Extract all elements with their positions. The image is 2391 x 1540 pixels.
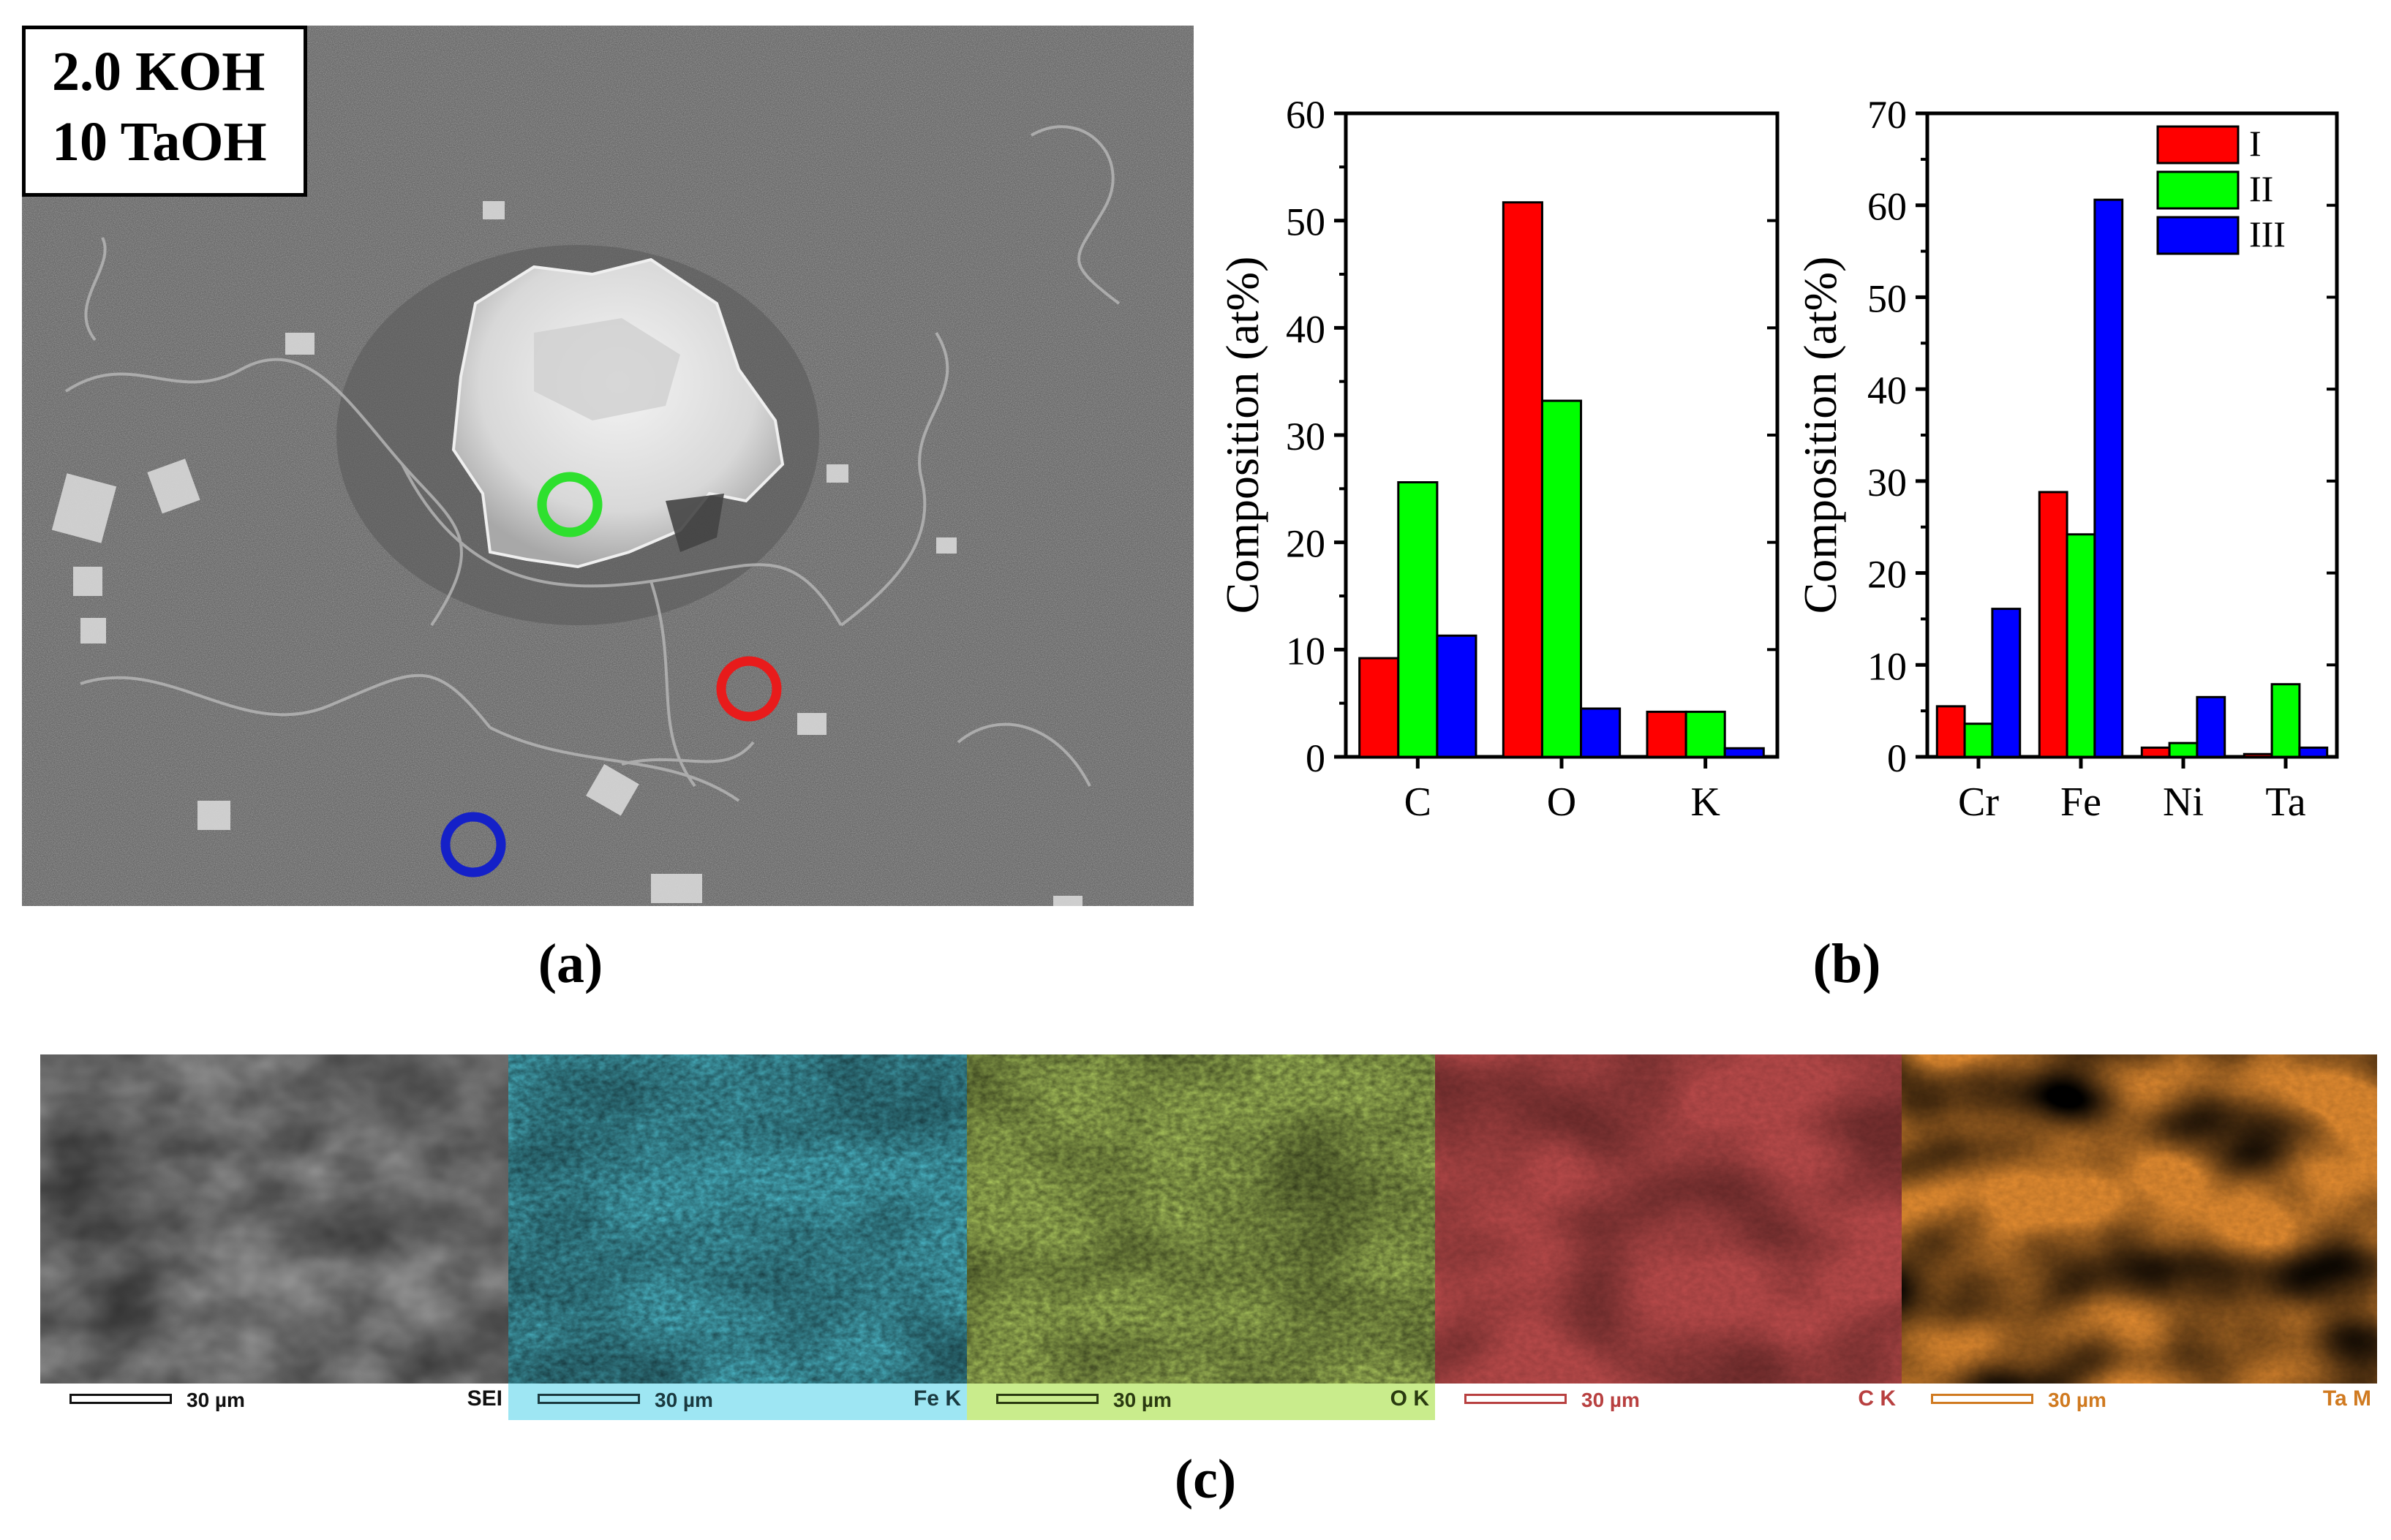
x-tick-label-Cr: Cr [1958, 780, 1999, 825]
bar-Ni-III [2196, 695, 2226, 758]
bar-O-III [1580, 707, 1622, 758]
composition-charts: 0 10 20 30 40 50 60 Composition (at%) C O K 0 10 20 30… [1216, 93, 2339, 825]
map-element-label: O K [1390, 1386, 1429, 1411]
eds-map-image [40, 1054, 508, 1384]
bar-K-II [1684, 710, 1726, 758]
y-tick-label-0-0: 0 [1306, 736, 1325, 780]
scale-bar-label: 30 µm [1581, 1389, 1640, 1411]
bar-Ta-I [2243, 752, 2273, 758]
bar-C-III [1436, 634, 1477, 758]
sample-label-box: 2.0 KOH 10 TaOH [22, 26, 307, 197]
map-caption-strip: 30 µm O K [967, 1384, 1435, 1420]
y-axis-label-1: Composition (at%) [1794, 257, 1846, 614]
y-axis-label-0: Composition (at%) [1216, 257, 1268, 614]
bar-K-I [1646, 710, 1687, 758]
caption-b: (b) [1812, 933, 1881, 994]
x-tick-label-K: K [1690, 780, 1720, 825]
scale-bar [538, 1394, 640, 1404]
y-tick-label-1-3: 30 [1867, 461, 1907, 505]
bar-Fe-III [2093, 198, 2124, 758]
y-tick-label-1-6: 60 [1867, 185, 1907, 229]
bar-Ta-III [2298, 746, 2329, 758]
y-tick-label-0-2: 20 [1286, 522, 1325, 566]
y-tick-label-0-3: 30 [1286, 415, 1325, 458]
caption-a: (a) [538, 933, 603, 994]
plot-frame-1 [1925, 111, 2339, 759]
map-caption-strip: 30 µm C K [1435, 1384, 1902, 1420]
eds-map-c-k: 30 µm C K [1435, 1054, 1902, 1420]
legend-swatch-I [2156, 125, 2240, 165]
map-caption-strip: 30 µm SEI [40, 1384, 508, 1420]
bar-Ta-II [2270, 683, 2301, 758]
y-tick-label-1-0: 0 [1887, 736, 1907, 780]
marker-blue-circle [440, 812, 506, 877]
legend-swatch-III [2156, 216, 2240, 255]
bar-Ni-II [2168, 741, 2199, 758]
bar-Fe-I [2038, 491, 2068, 758]
y-tick-label-0-5: 50 [1286, 200, 1325, 244]
scale-bar [996, 1394, 1099, 1404]
marker-green-circle [537, 472, 603, 537]
y-tick-label-1-5: 50 [1867, 276, 1907, 320]
bar-Cr-III [1991, 608, 2022, 758]
y-tick-label-0-4: 40 [1286, 307, 1325, 351]
bar-Cr-II [1963, 722, 1994, 758]
marker-red-circle [716, 656, 782, 722]
legend-label-II: II [2249, 168, 2273, 209]
legend-label-I: I [2249, 123, 2262, 164]
x-tick-label-Fe: Fe [2060, 780, 2101, 825]
bar-Fe-II [2066, 533, 2096, 758]
scale-bar-label: 30 µm [655, 1389, 713, 1411]
bar-C-I [1358, 657, 1400, 758]
y-tick-label-0-6: 60 [1286, 93, 1325, 137]
map-element-label: SEI [467, 1386, 502, 1411]
y-tick-label-1-1: 10 [1867, 644, 1907, 688]
y-tick-label-1-4: 40 [1867, 369, 1907, 412]
bar-O-I [1502, 201, 1543, 758]
y-tick-label-1-7: 70 [1867, 93, 1907, 137]
map-element-label: Fe K [913, 1386, 961, 1411]
eds-map-sei: 30 µm SEI [40, 1054, 508, 1420]
marker-overlay [440, 472, 782, 877]
bar-K-III [1723, 747, 1765, 758]
y-tick-label-0-1: 10 [1286, 629, 1325, 673]
legend-swatch-II [2156, 170, 2240, 210]
scale-bar [1931, 1394, 2033, 1404]
scale-bar-label: 30 µm [1113, 1389, 1172, 1411]
caption-c: (c) [1174, 1449, 1237, 1510]
scale-bar [69, 1394, 172, 1404]
legend-label-III: III [2249, 214, 2286, 254]
bar-C-II [1397, 481, 1439, 758]
y-tick-label-1-2: 20 [1867, 553, 1907, 597]
x-tick-label-C: C [1404, 780, 1431, 825]
x-tick-label-Ni: Ni [2163, 780, 2204, 825]
scale-bar-label: 30 µm [187, 1389, 245, 1411]
eds-map-fe-k: 30 µm Fe K [508, 1054, 967, 1420]
eds-map-image [1435, 1054, 1902, 1384]
scale-bar [1464, 1394, 1567, 1404]
map-caption-strip: 30 µm Fe K [508, 1384, 967, 1420]
eds-map-image [1902, 1054, 2377, 1384]
bar-Ni-I [2140, 746, 2171, 758]
eds-map-o-k: 30 µm O K [967, 1054, 1435, 1420]
x-tick-label-Ta: Ta [2265, 780, 2305, 825]
sample-label-line2: 10 TaOH [52, 111, 267, 173]
bar-Cr-I [1935, 705, 1966, 758]
x-tick-label-O: O [1547, 780, 1576, 825]
scale-bar-label: 30 µm [2048, 1389, 2106, 1411]
eds-map-image [967, 1054, 1435, 1384]
sample-label-line1: 2.0 KOH [52, 41, 266, 102]
map-element-label: C K [1858, 1386, 1896, 1411]
map-element-label: Ta M [2322, 1386, 2371, 1411]
eds-map-ta-m: 30 µm Ta M [1902, 1054, 2377, 1420]
bar-O-II [1540, 399, 1583, 758]
map-caption-strip: 30 µm Ta M [1902, 1384, 2377, 1420]
eds-map-image [508, 1054, 967, 1384]
